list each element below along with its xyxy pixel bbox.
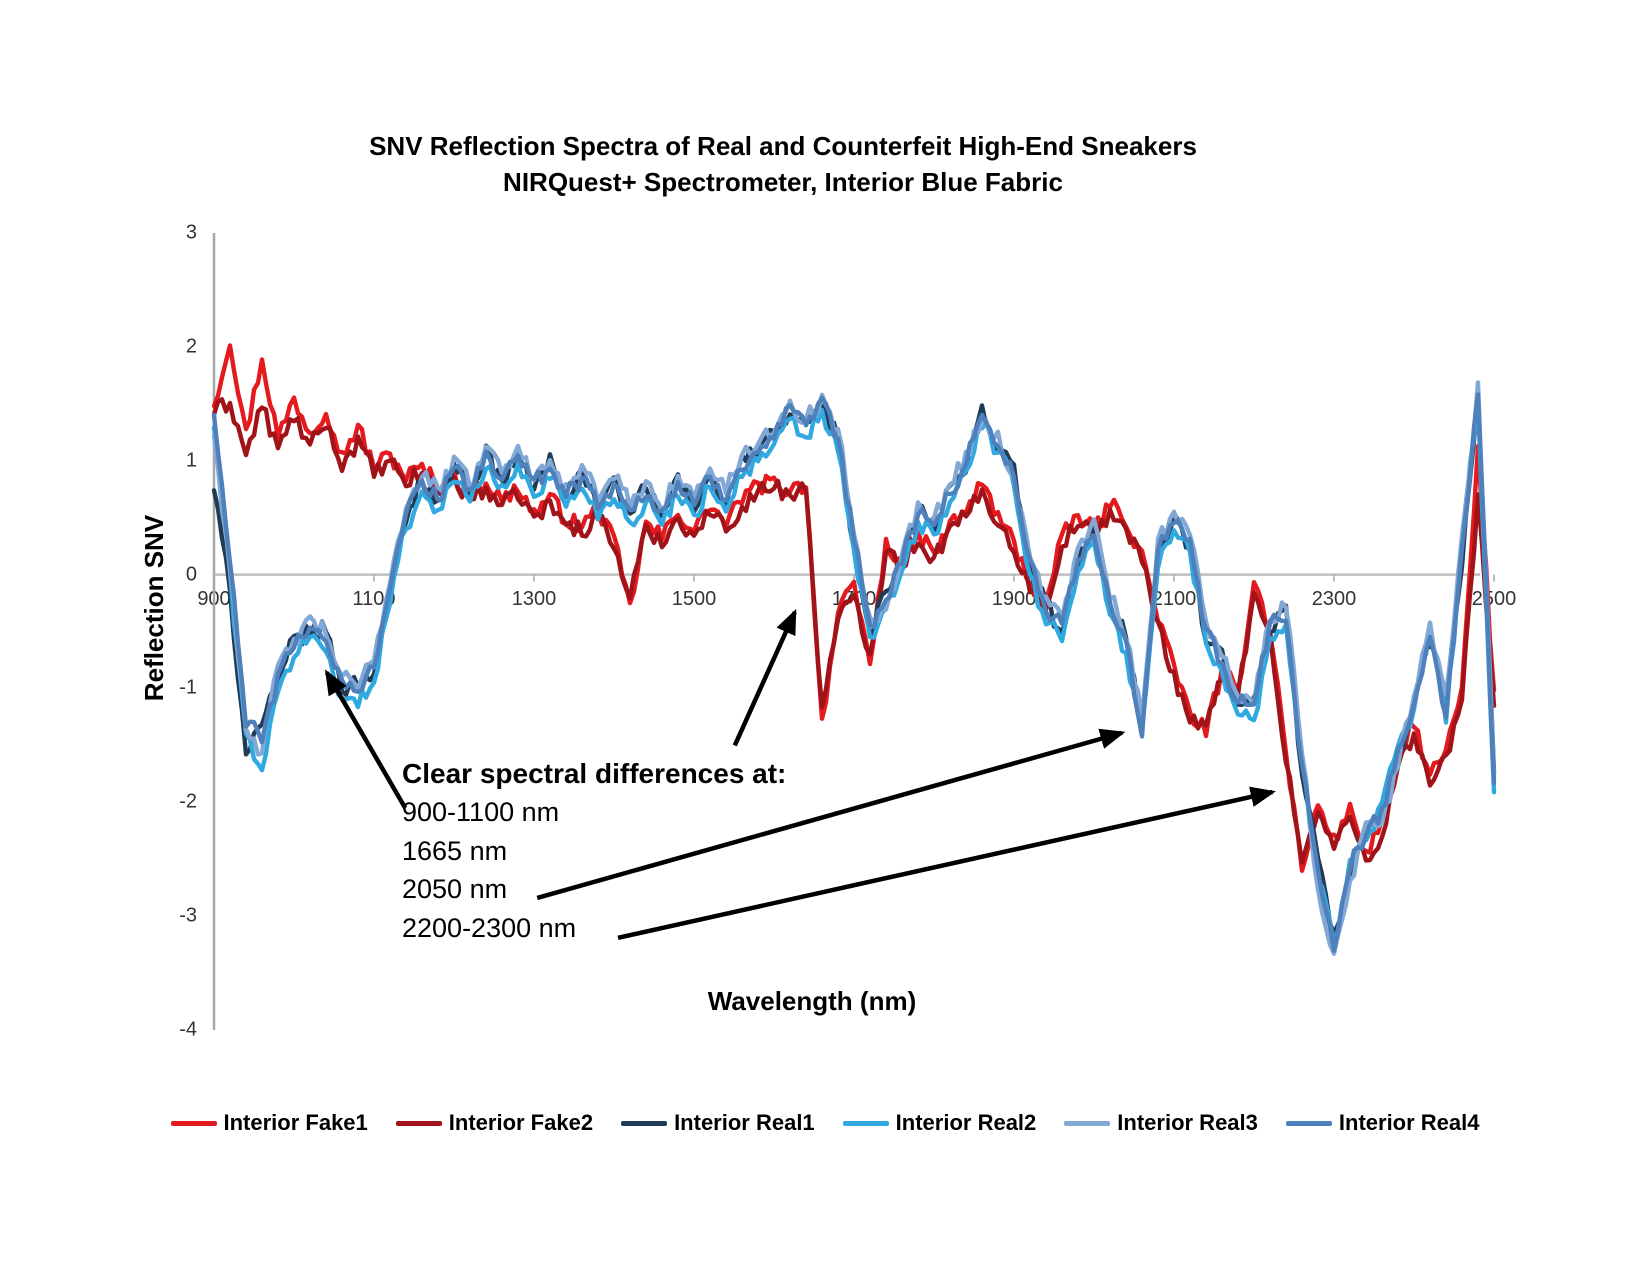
y-tick-label: -1 — [179, 676, 197, 699]
x-tick-label: 2100 — [1151, 588, 1197, 610]
x-tick-label: 1900 — [991, 588, 1037, 610]
chart-title-line1: SNV Reflection Spectra of Real and Count… — [369, 131, 1197, 161]
annotation-line: 2200-2300 nm — [402, 912, 577, 943]
annotation-lines: 900-1100 nm 1665 nm 2050 nm 2200-2300 nm — [402, 793, 822, 947]
y-tick-label: 3 — [185, 221, 197, 244]
x-tick-label: 1500 — [671, 588, 717, 610]
legend-swatch-icon — [1064, 1120, 1111, 1126]
y-tick-label: 0 — [185, 563, 197, 586]
legend-item: Interior Real3 — [1064, 1110, 1258, 1136]
annotation-arrow — [617, 786, 1276, 941]
legend-label: Interior Real2 — [895, 1110, 1037, 1135]
y-tick-label: 1 — [185, 449, 197, 472]
legend-label: Interior Real1 — [674, 1110, 815, 1135]
series-lines — [211, 343, 1497, 956]
annotation-line: 1665 nm — [402, 835, 508, 866]
annotation-block: Clear spectral differences at: 900-1100 … — [402, 755, 822, 947]
legend-item: Interior Real4 — [1285, 1110, 1480, 1136]
annotation-line: 2050 nm — [402, 874, 508, 904]
legend-label: Interior Real4 — [1338, 1110, 1480, 1135]
chart-title-line2: NIRQuest+ Spectrometer, Interior Blue Fa… — [503, 167, 1063, 197]
x-axis-title: Wavelength (nm) — [707, 986, 917, 1016]
legend-swatch-icon — [395, 1120, 442, 1126]
legend-item: Interior Real2 — [842, 1110, 1037, 1136]
legend: Interior Fake1 Interior Fake2 Interior Rea… — [170, 1110, 1480, 1136]
legend-label: Interior Fake2 — [448, 1110, 594, 1135]
legend-item: Interior Fake2 — [395, 1110, 594, 1136]
series-line-interior-real2 — [211, 399, 1497, 946]
annotation-header: Clear spectral differences at: — [402, 758, 787, 789]
x-tick-label: 2500 — [1471, 588, 1517, 610]
legend-label: Interior Fake1 — [223, 1110, 368, 1135]
y-tick-label: -2 — [179, 790, 197, 813]
series-line-interior-real4 — [211, 392, 1497, 953]
y-tick-label: -4 — [179, 1018, 197, 1041]
legend-item: Interior Fake1 — [170, 1110, 368, 1136]
legend-swatch-icon — [1285, 1120, 1332, 1126]
annotation-arrow — [536, 728, 1126, 901]
legend-item: Interior Real1 — [621, 1110, 815, 1136]
y-tick-label: -3 — [179, 904, 197, 927]
chart-title: SNV Reflection Spectra of Real and Count… — [0, 128, 1566, 200]
annotation-arrow — [732, 608, 797, 747]
x-tick-label: 2300 — [1311, 588, 1357, 610]
legend-swatch-icon — [170, 1120, 217, 1126]
annotation-line: 900-1100 nm — [402, 797, 560, 827]
y-tick-label: 2 — [185, 335, 197, 358]
legend-swatch-icon — [621, 1120, 668, 1126]
annotation-arrows — [324, 608, 1276, 941]
legend-label: Interior Real3 — [1117, 1110, 1258, 1135]
x-tick-label: 1300 — [511, 588, 557, 610]
legend-swatch-icon — [842, 1120, 889, 1126]
annotation-arrow — [324, 669, 408, 810]
